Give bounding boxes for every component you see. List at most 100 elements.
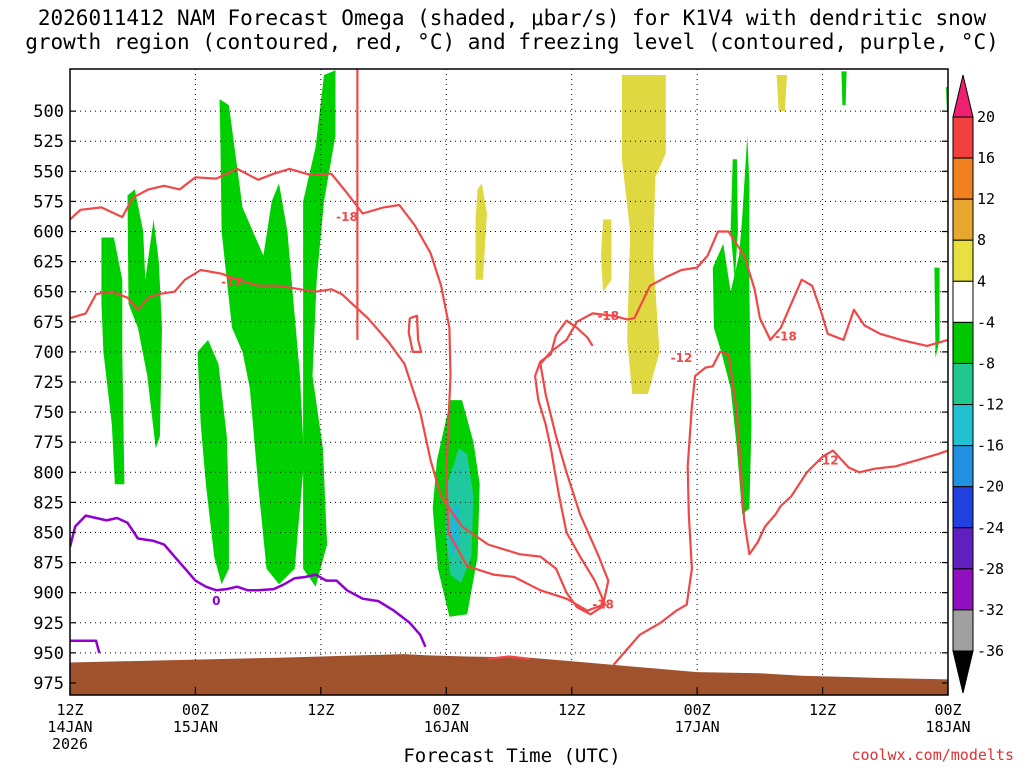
colorbar-seg-6 [952,362,974,406]
colorbar: 20 16 12 8 4 -4 -8 -12 -16 -20 -24 -28 -32 -36 [952,74,1004,694]
x-tick-label-7-0: 00Z [934,701,961,719]
y-axis: 500 525 550 575 600 625 650 675 700 725 750 775 800 8… [33,102,948,694]
omega-region-11 [776,75,787,112]
contour-label-1: -12 [221,275,243,289]
colorbar-bottom-arrow [952,650,974,694]
contour-label-6: -18 [592,598,614,612]
y-tick-label-650: 650 [33,283,64,303]
y-tick-label-525: 525 [33,132,64,152]
contour-label-7: 0 [212,594,220,608]
colorbar-seg-10 [952,527,974,570]
x-tick-label-0-2: 2026 [52,735,88,753]
colorbar-seg-11 [952,568,974,611]
omega-region-2 [219,99,305,585]
y-tick-label-675: 675 [33,313,64,333]
y-tick-label-925: 925 [33,614,64,634]
colorbar-label-2: 12 [977,190,995,208]
contour-label-layer: -18 -12 -18 -12 -18 -12 -18 0 [212,210,838,612]
terrain-surface [70,654,948,695]
colorbar-label-7: -12 [977,396,1004,414]
contour-label-0: -18 [336,210,358,224]
colorbar-label-11: -28 [977,560,1004,578]
omega-region-7 [449,502,460,557]
y-tick-label-750: 750 [33,403,64,423]
colorbar-seg-12 [952,609,974,652]
x-tick-label-1-1: 15JAN [173,718,218,736]
colorbar-seg-7 [952,404,974,447]
colorbar-label-5: -4 [977,313,995,331]
x-tick-label-3-1: 16JAN [424,718,469,736]
credit-link[interactable]: coolwx.com/modelts [851,746,1014,764]
contour-label-3: -12 [671,351,693,365]
isotherm--12C-5 [612,350,948,666]
x-tick-label-2-0: 12Z [307,701,334,719]
omega-region-8 [475,183,487,280]
colorbar-label-9: -20 [977,478,1004,496]
colorbar-label-1: 16 [977,149,995,167]
y-tick-label-900: 900 [33,584,64,604]
isotherm--12C-4 [407,314,423,353]
omega-region-10 [621,75,666,394]
y-tick-label-625: 625 [33,253,64,273]
colorbar-seg-4 [952,280,974,323]
y-tick-label-975: 975 [33,674,64,694]
colorbar-seg-2 [952,198,974,241]
colorbar-label-10: -24 [977,519,1004,537]
colorbar-label-0: 20 [977,108,995,126]
x-tick-label-3-0: 00Z [433,701,460,719]
y-tick-label-725: 725 [33,373,64,393]
x-tick-label-0-1: 14JAN [47,718,92,736]
contour-label-5: -12 [817,453,839,467]
omega-region-9 [601,219,612,292]
y-tick-label-825: 825 [33,493,64,513]
y-tick-label-600: 600 [33,223,64,243]
x-tick-label-5-1: 17JAN [675,718,720,736]
colorbar-seg-3 [952,239,974,282]
omega-region-3 [197,339,229,585]
y-tick-label-950: 950 [33,644,64,664]
omega-region-0 [101,237,125,485]
omega-region-12 [712,135,752,515]
y-tick-label-850: 850 [33,523,64,543]
colorbar-seg-9 [952,486,974,529]
x-tick-label-1-0: 00Z [182,701,209,719]
freezing-level-1 [70,639,101,654]
title-line-1: 2026011412 NAM Forecast Omega (shaded, μ… [37,6,987,30]
colorbar-label-8: -16 [977,437,1004,455]
colorbar-seg-8 [952,445,974,488]
isotherm--12C-2 [70,268,607,616]
x-tick-label-6-0: 12Z [809,701,836,719]
title-line-2: growth region (contoured, red, °C) and f… [25,30,999,54]
y-tick-label-875: 875 [33,554,64,574]
omega-shading-layer [101,70,948,617]
colorbar-seg-0 [952,116,974,159]
freezing-level-0 [70,514,427,648]
y-tick-label-800: 800 [33,463,64,483]
isotherm--18C-0 [70,167,948,612]
colorbar-top-arrow [952,74,974,118]
colorbar-label-6: -8 [977,354,995,372]
y-tick-label-700: 700 [33,343,64,363]
colorbar-seg-1 [952,157,974,200]
x-tick-label-0-0: 12Z [56,701,83,719]
colorbar-seg-5 [952,321,974,364]
y-tick-label-575: 575 [33,192,64,212]
x-tick-label-5-0: 00Z [684,701,711,719]
y-tick-label-500: 500 [33,102,64,122]
y-tick-label-550: 550 [33,162,64,182]
isotherm--12C-3 [487,655,531,660]
omega-region-1 [127,189,162,449]
contour-label-4: -18 [775,329,797,343]
x-tick-label-4-0: 12Z [558,701,585,719]
omega-region-16 [934,267,940,358]
omega-region-13 [730,159,738,280]
colorbar-label-3: 8 [977,231,986,249]
colorbar-label-13: -36 [977,642,1004,660]
colorbar-label-12: -32 [977,601,1004,619]
omega-region-14 [841,71,847,106]
chart-title: 2026011412 NAM Forecast Omega (shaded, μ… [0,6,1024,54]
terrain-layer [70,654,948,695]
y-tick-label-775: 775 [33,433,64,453]
x-axis-label: Forecast Time (UTC) [403,745,621,767]
